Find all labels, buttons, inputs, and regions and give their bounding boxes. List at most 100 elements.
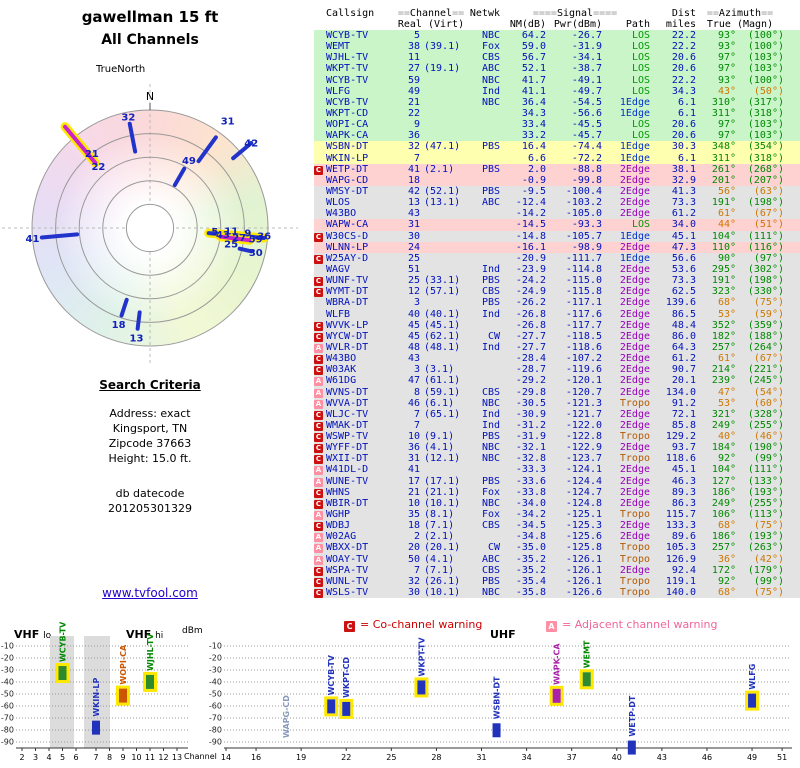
cell-virtual-channel: (6.1) — [424, 397, 455, 409]
cell-noise-margin: -31.9 — [515, 431, 546, 443]
cell-path: 2Edge — [619, 197, 650, 209]
cell-warning: C — [314, 331, 326, 342]
criteria-height: Height: 15.0 ft. — [108, 452, 192, 465]
cell-azimuth-true: 61° — [717, 353, 736, 365]
cell-azimuth-magnetic: (328°) — [747, 408, 784, 420]
cell-power: -124.1 — [565, 464, 602, 476]
cell-real-channel: 7 — [413, 152, 420, 164]
signal-bar-highlight — [549, 685, 564, 706]
cell-callsign: WHNS — [326, 486, 351, 498]
cell-callsign: WKIN-LP — [326, 152, 369, 164]
cell-virtual-channel: (33.1) — [424, 275, 461, 287]
adjacent-channel-legend: A = Adjacent channel warning — [546, 618, 718, 632]
col-azimuth: ==Azimuth== — [706, 8, 774, 19]
cell-real-channel: 24 — [407, 241, 420, 253]
cell-callsign: W02AG — [326, 531, 357, 543]
cell-distance: 119.1 — [665, 575, 696, 587]
radar-spoke — [135, 310, 142, 331]
cell-azimuth-magnetic: (42°) — [753, 553, 784, 565]
cell-azimuth-magnetic: (245°) — [747, 375, 784, 387]
cell-callsign: WUNE-TV — [326, 475, 369, 487]
signal-bar — [119, 688, 127, 703]
radar-spoke — [119, 297, 129, 318]
cell-real-channel: 31 — [407, 219, 420, 231]
table-row: WLNN-LP 24 -16.1 -98.9 2Edge 47.3 110° (116°) — [314, 241, 800, 253]
uhf-band-label: UHF — [490, 628, 516, 641]
cell-noise-margin: -23.9 — [515, 263, 546, 275]
cell-distance: 62.5 — [671, 286, 696, 298]
x-tick-label: 10 — [131, 753, 141, 762]
co-channel-warning-marker: C — [314, 410, 323, 420]
cell-real-channel: 7 — [413, 564, 420, 576]
cell-warning: A — [314, 464, 326, 476]
cell-callsign: WVLR-DT — [326, 341, 369, 353]
table-header-row-2: Real (Virt) NM(dB) Pwr(dBm) Path miles True (… — [314, 19, 800, 30]
cell-azimuth-true: 97° — [717, 119, 736, 131]
cell-network: NBC — [481, 587, 500, 599]
cell-real-channel: 48 — [407, 341, 420, 353]
datecode-value: 201205301329 — [108, 502, 192, 515]
cell-callsign: WSBN-DT — [326, 141, 369, 153]
cell-azimuth-magnetic: (263°) — [747, 542, 784, 554]
signal-bar-highlight — [324, 696, 339, 717]
cell-power: -111.7 — [565, 252, 602, 264]
cell-azimuth-true: 201° — [711, 174, 736, 186]
uhf-chart: -10 -20 -30 -40 -50 -60 -70 -80 -90 14 16 19 22 25 28 3… — [209, 637, 792, 762]
cell-azimuth-true: 97° — [717, 63, 736, 75]
co-channel-warning-marker: C — [314, 254, 323, 264]
cell-path: Tropo — [619, 509, 650, 521]
cell-noise-margin: -35.4 — [515, 575, 546, 587]
table-row: WEMT 38 (39.1) Fox 59.0 -31.9 LOS 22.2 93° (100°) — [314, 41, 800, 53]
cell-callsign: W30CS-D — [326, 230, 369, 242]
radar-channel-label: 49 — [182, 156, 196, 167]
cell-azimuth-magnetic: (67°) — [753, 353, 784, 365]
cell-callsign: WAPG-CD — [326, 174, 369, 186]
cell-noise-margin: -26.2 — [515, 297, 546, 309]
cell-azimuth-magnetic: (193°) — [747, 486, 784, 498]
cell-distance: 22.2 — [671, 30, 696, 41]
cell-azimuth-true: 97° — [717, 52, 736, 64]
y-tick-label: -70 — [209, 714, 222, 723]
cell-power: -45.7 — [571, 130, 602, 142]
cell-azimuth-magnetic: (46°) — [753, 431, 784, 443]
x-tick-label: 40 — [612, 753, 622, 762]
adjacent-channel-warning-marker: A — [314, 544, 323, 554]
cell-power: -56.6 — [571, 107, 602, 119]
cell-path: 2Edge — [619, 408, 650, 420]
table-row: WBRA-DT 3 PBS -26.2 -117.1 2Edge 139.6 68° (75°) — [314, 297, 800, 309]
cell-distance: 91.2 — [671, 397, 696, 409]
cell-path: LOS — [631, 30, 650, 41]
table-row: A WGHP 35 (8.1) Fox -34.2 -125.1 Tropo 115.7 106°… — [314, 509, 800, 521]
cell-real-channel: 17 — [407, 475, 420, 487]
cell-real-channel: 31 — [407, 453, 420, 465]
cell-callsign: WAPW-CA — [326, 219, 369, 231]
table-row: WCYB-TV 59 NBC 41.7 -49.1 LOS 22.2 93° (100°) — [314, 74, 800, 86]
cell-power: -54.5 — [571, 96, 602, 108]
x-tick-label: 11 — [145, 753, 155, 762]
north-label: N — [146, 90, 154, 103]
cell-real-channel: 45 — [407, 330, 420, 342]
tvfool-link[interactable]: www.tvfool.com — [102, 586, 198, 600]
cell-azimuth-magnetic: (103°) — [747, 119, 784, 131]
cell-azimuth-magnetic: (75°) — [753, 587, 784, 599]
radar-channel-label: 9 — [244, 229, 251, 240]
cell-callsign: W43BO — [326, 353, 357, 365]
cell-noise-margin: -14.2 — [515, 208, 546, 220]
cell-callsign: WLNN-LP — [326, 241, 369, 253]
cell-noise-margin: -34.5 — [515, 520, 546, 532]
cell-azimuth-true: 249° — [711, 419, 736, 431]
cell-network: PBS — [481, 297, 500, 309]
cell-azimuth-magnetic: (75°) — [753, 520, 784, 532]
cell-distance: 6.1 — [677, 107, 696, 119]
cell-distance: 56.6 — [671, 252, 696, 264]
cell-azimuth-true: 110° — [711, 241, 736, 253]
radar-channel-label: 5 — [211, 227, 218, 238]
cell-callsign: WLOS — [326, 197, 351, 209]
y-tick-label: -80 — [209, 726, 222, 735]
cell-azimuth-true: 257° — [711, 542, 736, 554]
adjacent-channel-warning-marker: A — [314, 399, 323, 409]
cell-noise-margin: -35.8 — [515, 587, 546, 599]
table-row: C W43BO 43 -28.4 -107.2 2Edge 61.2 61° (67°) — [314, 353, 800, 365]
cell-noise-margin: 2.0 — [527, 163, 546, 175]
cell-power: -103.2 — [565, 197, 602, 209]
